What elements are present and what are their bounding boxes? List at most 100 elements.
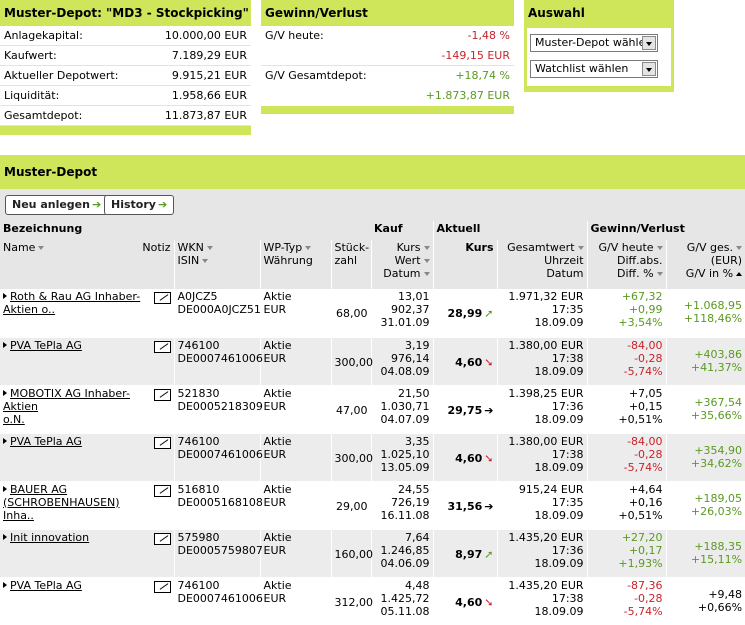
chevron-down-icon [642,62,656,76]
expand-icon[interactable] [3,437,7,444]
gv-heute-pct: -1,48 % [467,29,510,42]
type-cell: Aktie EUR [259,337,331,386]
security-name-link[interactable]: Roth & Rau AG Inhaber- Aktien o.. [3,290,141,316]
gv-panel: Gewinn/Verlust G/V heute: -1,48 % -149,1… [261,0,514,114]
akt-kurs-cell: 29,75 ➔ [432,385,498,434]
akt-kurs-cell: 28,99 ➚ [432,289,498,338]
watchlist-select[interactable]: Watchlist wählen [530,60,658,78]
gv-ges-cell: +188,35 +15,11% [665,529,745,578]
col-gesamtwert[interactable]: Gesamtwert Uhrzeit Datum [496,240,588,289]
gv-ges-cell: +367,54 +35,66% [665,385,745,434]
kauf-cell: 21,50 1.030,71 04.07.09 [370,385,434,434]
summary-value: 10.000,00 EUR [164,29,247,42]
security-name-link[interactable]: PVA TePla AG [10,578,82,592]
wkn-isin-cell: A0JCZ5 DE000A0JCZ51 [173,289,261,338]
stueckzahl-cell: 160,00 [330,529,373,578]
expand-icon[interactable] [3,581,7,588]
col-wkn-isin[interactable]: WKN ISIN [173,240,260,289]
security-name-link[interactable]: MOBOTIX AG Inhaber-Aktien o.N. [3,386,130,426]
gv-heute-label: G/V heute: [265,29,324,42]
depot-summary-row: Aktueller Depotwert: 9.915,21 EUR [0,66,251,86]
security-name-link[interactable]: PVA TePla AG [10,434,82,448]
kauf-cell: 4,48 1.425,72 05.11.08 [370,577,434,625]
gesamtwert-cell: 915,24 EUR 17:35 18.09.09 [496,481,588,530]
wkn-isin-cell: 746100 DE0007461006 [173,577,263,625]
arrow-right-icon: ➔ [157,198,168,211]
summary-label: Gesamtdepot: [4,109,83,122]
muster-depot-select[interactable]: Muster-Depot wählen [530,34,658,52]
expand-icon[interactable] [3,341,7,348]
notiz-icon[interactable] [153,388,171,401]
kauf-cell: 3,19 976,14 04.08.09 [370,337,434,386]
gesamtwert-cell: 1.971,32 EUR 17:35 18.09.09 [496,289,588,338]
akt-kurs-cell: 4,60 ➘ [432,337,498,386]
type-cell: Aktie EUR [259,385,331,434]
history-button[interactable]: History ➔ [104,195,175,215]
gesamtwert-cell: 1.380,00 EUR 17:38 18.09.09 [496,337,588,386]
arrow-right-icon: ➔ [91,198,102,211]
gv-heute-abs: -149,15 EUR [441,49,510,62]
col-stueckzahl[interactable]: Stück-zahl [330,240,372,289]
trend-up-icon: ➚ [484,547,494,561]
col-gv-ges[interactable]: G/V ges. (EUR) G/V in % [665,240,745,289]
stueckzahl-cell: 312,00 [330,577,373,625]
security-name-link[interactable]: Init innovation [10,530,90,544]
gv-heute-cell: -84,00 -0,28 -5,74% [586,433,667,482]
notiz-icon[interactable] [153,580,171,593]
notiz-icon[interactable] [153,532,171,545]
gv-title: Gewinn/Verlust [261,0,514,26]
summary-label: Kaufwert: [4,49,57,62]
akt-kurs-cell: 8,97 ➚ [432,529,498,578]
notiz-icon[interactable] [153,436,171,449]
depot-title: Muster-Depot: "MD3 - Stockpicking" [0,0,251,26]
gesamtwert-cell: 1.435,20 EUR 17:36 18.09.09 [496,529,588,578]
wkn-isin-cell: 575980 DE0005759807 [173,529,263,578]
col-gv-heute[interactable]: G/V heute Diff.abs. Diff. % [586,240,667,289]
trend-flat-icon: ➔ [484,499,494,513]
trend-down-icon: ➘ [484,451,494,465]
summary-label: Aktueller Depotwert: [4,69,119,82]
notiz-icon[interactable] [153,484,171,497]
stueckzahl-cell: 68,00 [330,289,372,338]
notiz-icon[interactable] [153,340,171,353]
security-name-link[interactable]: PVA TePla AG [10,338,82,352]
summary-value: 7.189,29 EUR [171,49,247,62]
security-name-link[interactable]: BAUER AG (SCHROBENHAUSEN) Inha.. [3,482,120,522]
expand-icon[interactable] [3,533,7,540]
table-row: MOBOTIX AG Inhaber-Aktien o.N. 521830 DE000… [0,385,745,434]
akt-kurs-cell: 4,60 ➘ [432,433,498,482]
gv-ges-cell: +9,48 +0,66% [665,577,745,625]
table-row: PVA TePla AG 746100 DE0007461006 Aktie EUR 31… [0,577,745,625]
gv-heute-cell: -87,36 -0,28 -5,74% [586,577,667,625]
group-gv: Gewinn/Verlust [586,221,745,240]
col-akt-kurs[interactable]: Kurs [432,240,498,289]
auswahl-panel: Auswahl Muster-Depot wählen Watchlist wä… [524,0,674,92]
neu-anlegen-button[interactable]: Neu anlegen ➔ [5,195,109,215]
notiz-icon[interactable] [153,292,171,304]
col-wptyp[interactable]: WP-Typ Währung [259,240,331,289]
wkn-isin-cell: 521830 DE0005218309 [173,385,263,434]
expand-icon[interactable] [3,485,7,492]
expand-icon[interactable] [3,389,7,396]
trend-down-icon: ➘ [484,355,494,369]
gv-heute-cell: +67,32 +0,99 +3,54% [586,289,667,338]
trend-flat-icon: ➔ [484,403,494,417]
kauf-cell: 24,55 726,19 16.11.08 [370,481,434,530]
summary-value: 1.958,66 EUR [171,89,247,102]
type-cell: Aktie EUR [259,433,331,482]
gv-heute-cell: +27,20 +0,17 +1,93% [586,529,667,578]
summary-label: Anlagekapital: [4,29,83,42]
col-name[interactable]: Name Notiz [0,240,174,289]
kauf-cell: 3,35 1.025,10 13.05.09 [370,433,434,482]
wkn-isin-cell: 516810 DE0005168108 [173,481,263,530]
gv-heute-cell: +7,05 +0,15 +0,51% [586,385,667,434]
table-row: BAUER AG (SCHROBENHAUSEN) Inha.. 516810 DE0… [0,481,745,530]
expand-icon[interactable] [3,293,7,299]
type-cell: Aktie EUR [259,289,331,338]
type-cell: Aktie EUR [259,481,331,530]
akt-kurs-cell: 4,60 ➘ [432,577,498,625]
stueckzahl-cell: 300,00 [330,433,373,482]
gv-ges-cell: +189,05 +26,03% [665,481,745,530]
col-kauf-kurs[interactable]: Kurs Wert Datum [370,240,434,289]
type-cell: Aktie EUR [259,529,331,578]
